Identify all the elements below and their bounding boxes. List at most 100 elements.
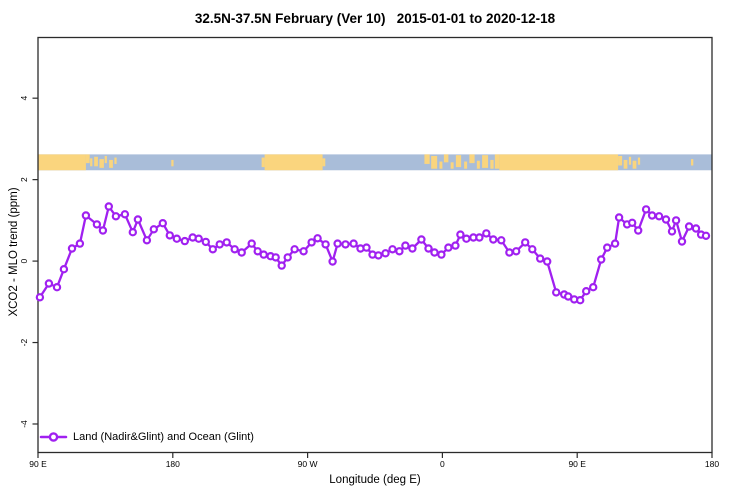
data-point: [35, 293, 45, 302]
map-strip-island: [261, 157, 265, 168]
data-point: [215, 240, 224, 249]
data-point: [180, 236, 189, 246]
map-strip-island: [443, 154, 449, 163]
y-tick-label: -2: [19, 338, 29, 346]
data-point: [521, 238, 530, 247]
data-point: [128, 227, 137, 237]
data-point: [417, 235, 426, 244]
data-point: [582, 287, 591, 296]
data-point: [451, 241, 460, 250]
data-point: [44, 279, 54, 288]
map-strip-island: [424, 154, 430, 164]
data-point: [691, 224, 701, 233]
data-point: [111, 212, 121, 221]
map-strip-island: [99, 159, 104, 168]
data-point: [475, 233, 484, 242]
data-point: [98, 226, 108, 235]
data-point: [299, 247, 308, 256]
data-point: [67, 244, 77, 253]
data-point: [208, 245, 217, 254]
data-point: [661, 215, 671, 224]
data-point: [634, 226, 643, 235]
data-point: [512, 247, 521, 256]
data-point: [614, 213, 624, 222]
map-strip-land: [264, 154, 323, 171]
data-point: [603, 243, 612, 252]
data-point: [283, 253, 292, 262]
data-point: [628, 218, 637, 227]
data-point: [654, 212, 664, 221]
map-strip-island: [490, 159, 494, 169]
data-point: [259, 250, 268, 259]
data-point: [321, 240, 330, 249]
map-strip-land: [499, 154, 619, 171]
chart-title: 32.5N-37.5N February (Ver 10) 2015-01-01…: [194, 11, 556, 26]
data-point: [92, 220, 102, 229]
x-tick-label: 180: [705, 459, 719, 469]
data-point: [408, 244, 417, 253]
data-point: [444, 243, 453, 252]
data-point: [424, 244, 433, 253]
data-point: [230, 245, 239, 254]
map-strip-island: [439, 161, 443, 169]
data-point: [497, 236, 506, 245]
data-point: [701, 231, 711, 240]
y-tick-label: -4: [19, 420, 29, 428]
data-point: [677, 237, 687, 246]
data-point: [349, 239, 358, 248]
map-strip-island: [637, 157, 641, 165]
data-point: [395, 247, 404, 256]
data-point: [290, 245, 299, 254]
data-point: [374, 251, 383, 260]
data-point: [277, 261, 286, 270]
data-point: [158, 218, 167, 228]
data-point: [341, 240, 350, 249]
data-point: [52, 283, 62, 292]
data-point: [149, 225, 158, 234]
data-point: [430, 248, 439, 257]
map-strip-island: [628, 156, 632, 165]
map-strip-island: [464, 161, 468, 169]
data-point: [194, 234, 203, 243]
data-point: [253, 247, 262, 256]
y-tick-label: 4: [19, 96, 29, 101]
map-strip-island: [322, 158, 326, 167]
data-point: [328, 257, 337, 266]
map-strip-island: [171, 159, 174, 167]
data-point: [362, 243, 371, 252]
map-strip-island: [632, 160, 637, 169]
data-point: [597, 255, 606, 264]
x-axis-title: Longitude (deg E): [329, 474, 421, 486]
data-point: [313, 234, 322, 243]
data-point: [104, 202, 114, 211]
data-point: [667, 227, 677, 236]
map-strip-island: [494, 154, 500, 169]
data-point: [456, 230, 465, 239]
data-point: [120, 210, 130, 219]
data-point: [437, 250, 446, 259]
data-point: [647, 211, 657, 220]
map-strip-island: [90, 158, 93, 167]
legend-marker-sample: [48, 432, 59, 442]
data-point: [75, 239, 85, 248]
map-strip-island: [469, 154, 475, 164]
data-point: [59, 265, 69, 274]
map-strip-island: [691, 159, 694, 166]
data-point: [307, 238, 316, 247]
y-tick-label: 0: [19, 258, 29, 263]
data-point: [552, 288, 561, 297]
map-strip-island: [109, 159, 113, 168]
map-strip-island: [450, 162, 454, 169]
map-strip-island: [482, 155, 489, 168]
data-point: [641, 205, 651, 214]
data-point: [201, 237, 210, 247]
data-point: [489, 235, 498, 244]
data-point: [333, 239, 342, 248]
data-point: [482, 229, 491, 238]
data-point: [610, 239, 620, 248]
data-point: [401, 241, 410, 250]
data-point: [142, 236, 152, 245]
data-point: [684, 222, 694, 231]
